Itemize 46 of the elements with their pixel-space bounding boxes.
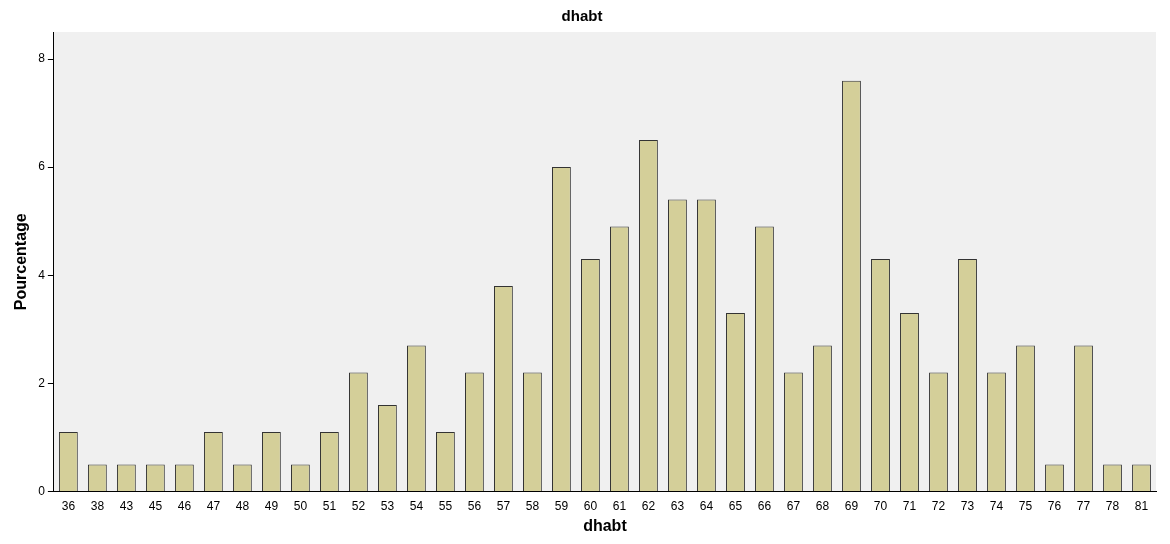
x-tick-label: 45 <box>148 498 163 513</box>
x-tick-label: 55 <box>438 498 453 513</box>
y-tick-label: 4 <box>38 267 46 282</box>
x-tick-label: 62 <box>641 498 656 513</box>
x-tick-label: 36 <box>61 498 76 513</box>
x-tick-label: 48 <box>235 498 250 513</box>
x-tick-label: 57 <box>496 498 511 513</box>
x-tick-label: 61 <box>612 498 627 513</box>
x-tick-label: 53 <box>380 498 395 513</box>
x-tick-label: 65 <box>728 498 743 513</box>
x-axis-title: dhabt <box>583 516 628 534</box>
x-tick-label: 73 <box>960 498 975 513</box>
x-tick-label: 38 <box>90 498 105 513</box>
chart-title: dhabt <box>561 7 603 25</box>
x-tick-label: 81 <box>1134 498 1149 513</box>
x-tick-label: 70 <box>873 498 888 513</box>
x-tick-label: 47 <box>206 498 221 513</box>
x-tick-label: 68 <box>815 498 830 513</box>
y-axis-title: Pourcentage <box>12 213 30 311</box>
x-tick-label: 76 <box>1047 498 1062 513</box>
x-tick-label: 74 <box>989 498 1004 513</box>
x-tick-label: 56 <box>467 498 482 513</box>
x-tick-label: 52 <box>351 498 366 513</box>
x-tick-label: 64 <box>699 498 714 513</box>
x-tick-label: 43 <box>119 498 134 513</box>
x-tick-label: 77 <box>1076 498 1091 513</box>
x-tick-label: 59 <box>554 498 569 513</box>
x-tick-label: 75 <box>1018 498 1033 513</box>
x-tick-label: 58 <box>525 498 540 513</box>
y-tick-label: 8 <box>38 51 46 66</box>
x-tick-label: 69 <box>844 498 859 513</box>
x-tick-label: 72 <box>931 498 946 513</box>
x-tick-label: 60 <box>583 498 598 513</box>
x-tick-label: 54 <box>409 498 424 513</box>
x-tick-label: 50 <box>293 498 308 513</box>
x-tick-label: 66 <box>757 498 772 513</box>
x-tick-label: 67 <box>786 498 801 513</box>
y-tick-label: 6 <box>38 159 46 174</box>
y-tick-label: 2 <box>38 375 46 390</box>
x-tick-label: 71 <box>902 498 917 513</box>
x-tick-label: 46 <box>177 498 192 513</box>
x-tick-label: 49 <box>264 498 279 513</box>
y-tick-label: 0 <box>38 483 46 498</box>
x-tick-label: 63 <box>670 498 685 513</box>
x-tick-label: 51 <box>322 498 337 513</box>
x-tick-label: 78 <box>1105 498 1120 513</box>
